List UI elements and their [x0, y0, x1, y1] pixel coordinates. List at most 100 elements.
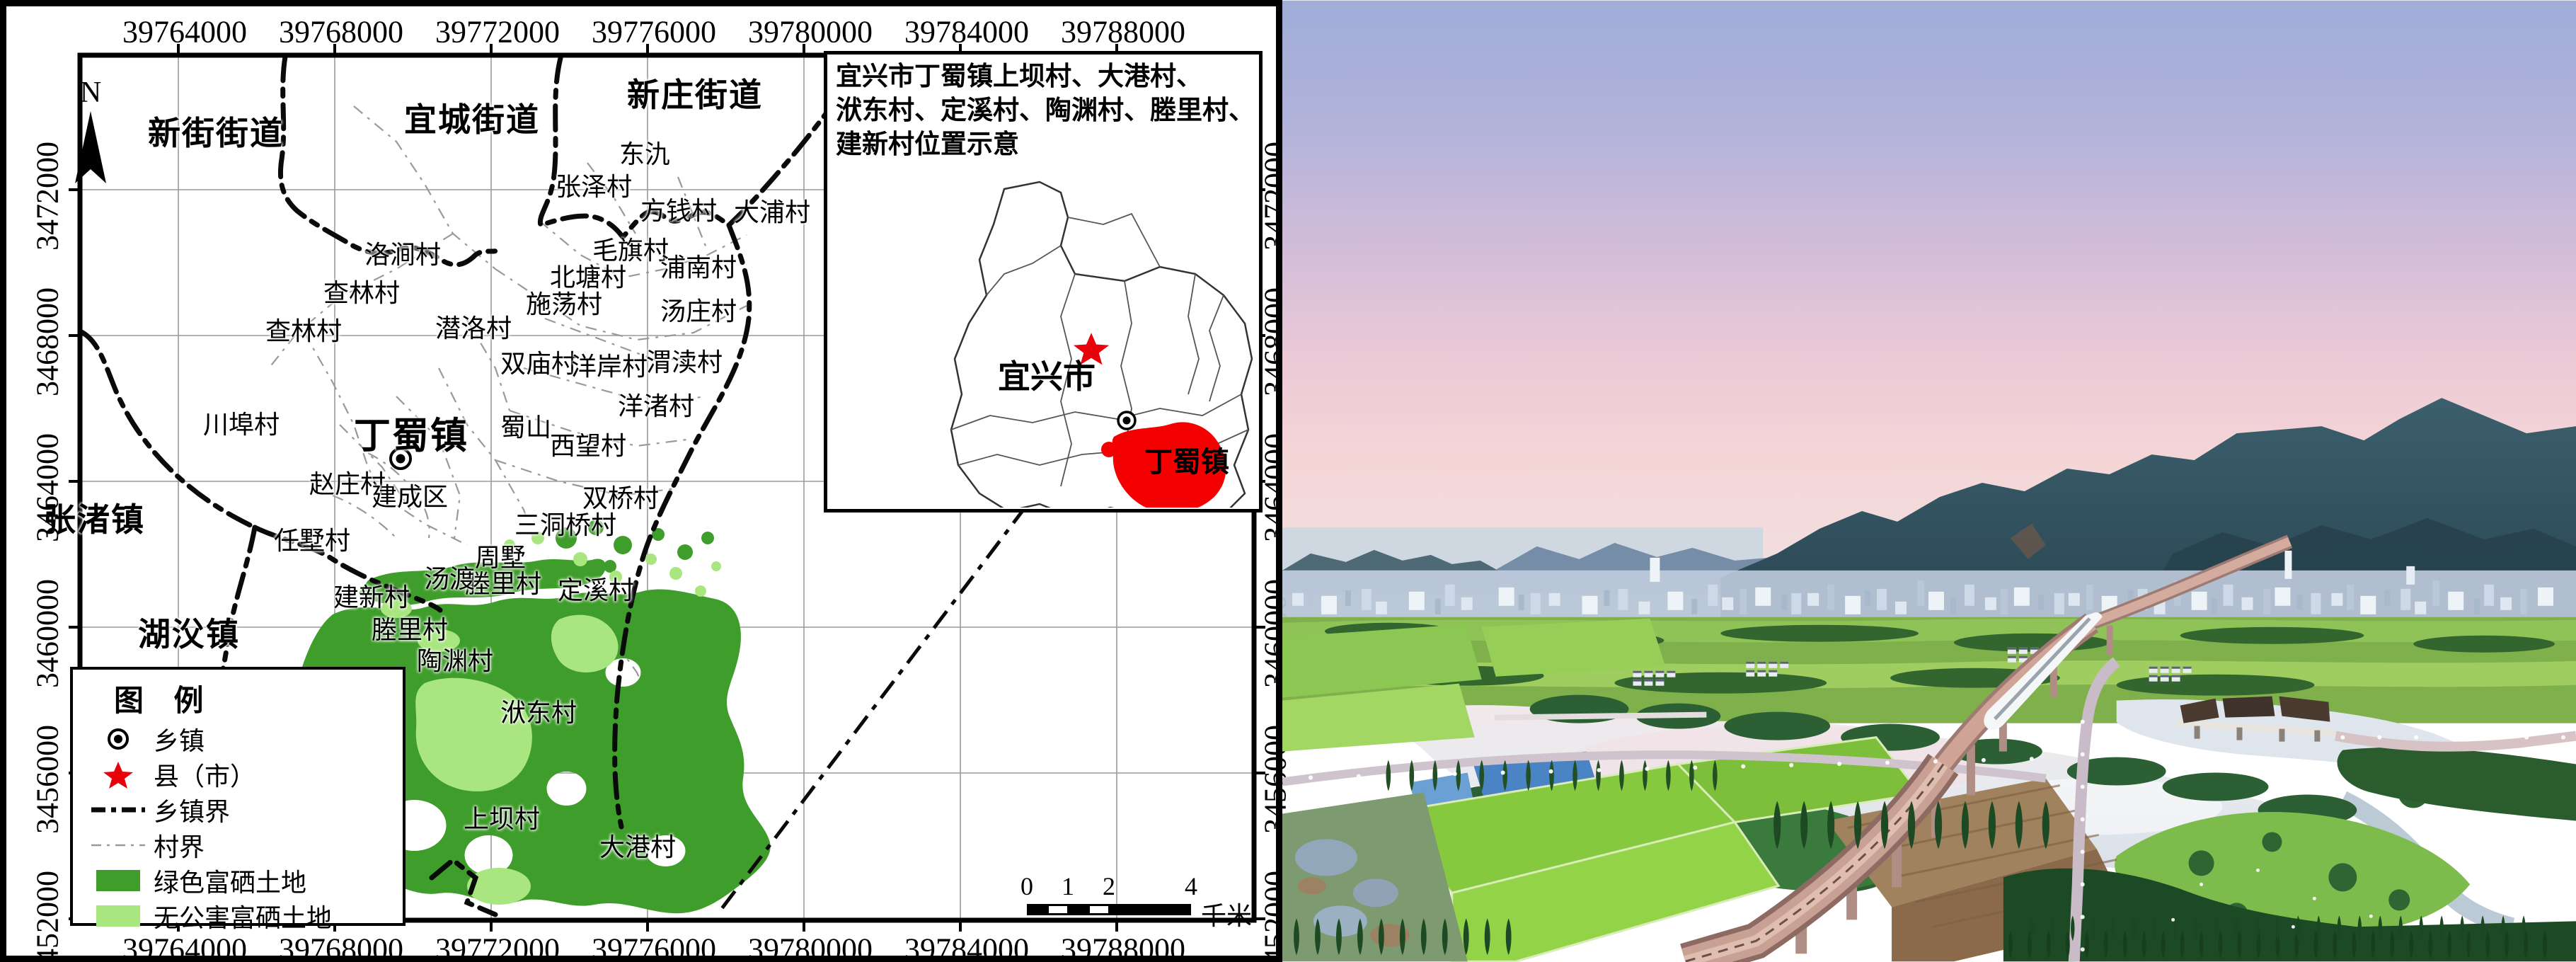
train [1984, 612, 2103, 730]
town-boundary-icon [83, 803, 154, 817]
green-rich-icon [83, 869, 154, 893]
north-label: N [79, 76, 102, 109]
town-label: 新街街道 [148, 115, 284, 151]
village-label: 赵庄村 [309, 470, 386, 498]
inset-city-label: 宜兴市 [998, 359, 1096, 395]
town-seat-marker [389, 447, 412, 470]
vertical-road [2068, 657, 2120, 962]
village-label: 方钱村 [640, 197, 718, 225]
legend-item-label: 乡镇 [154, 727, 205, 755]
village-label: 潜洛村 [435, 314, 512, 343]
street-lights [1308, 719, 2566, 952]
paddy-2 [1481, 618, 1666, 677]
village-label: 三洞桥村 [514, 511, 617, 539]
town-label: 张渚镇 [43, 502, 145, 538]
small-bridge [1494, 711, 1707, 721]
inset-highlight-lobe [1101, 442, 1117, 457]
town-label: 新庄街道 [627, 77, 763, 113]
inset-map: 宜兴市丁蜀镇上坝村、大港村、 洑东村、定溪村、陶渊村、塍里村、 建新村位置示意 [824, 51, 1263, 513]
axis-tick-label: 3452000 [30, 871, 65, 962]
map-panel: N 新街街道 宜城街道 新庄街道 张渚镇 湖㳇镇 丁蜀镇 东氿 张泽村 方钱村 大浦村 毛旗村 浦南村… [0, 0, 1293, 962]
inset-title-line: 宜兴市丁蜀镇上坝村、大港村、 [836, 62, 1202, 91]
axis-tick-label: 39784000 [904, 932, 1029, 962]
scale-bar-icon [1027, 904, 1191, 915]
village-label: 任墅村 [273, 527, 351, 555]
village-label: 建新村 [333, 583, 410, 612]
village-label: 蜀山 [500, 413, 552, 442]
village-label: 塍里村 [464, 570, 542, 598]
legend-title: 图 例 [114, 685, 215, 718]
legend-item-label: 村界 [154, 833, 205, 861]
village-label: 渭渎村 [645, 348, 723, 377]
village-boundary-icon [83, 838, 154, 852]
scale-bar-unit: 千米 [1201, 902, 1253, 930]
village-label: 浦南村 [660, 253, 737, 282]
inset-canvas [950, 181, 1253, 508]
village-label: 洋岸村 [570, 353, 648, 381]
photo-canvas [1282, 0, 2576, 962]
axis-tick-label: 39768000 [279, 14, 403, 50]
axis-tick-label: 39764000 [122, 14, 247, 50]
railway-viaduct [1680, 534, 2293, 962]
legend-item-label: 绿色富硒土地 [154, 869, 307, 897]
legend-item-village-boundary: 村界 [73, 828, 403, 863]
aerial-photo [1282, 0, 2576, 962]
field-band [1282, 619, 2576, 643]
far-ridge [1494, 542, 1795, 571]
north-arrow: N [66, 76, 115, 191]
axis-tick-label: 39788000 [1061, 14, 1185, 50]
village-label: 双桥村 [582, 484, 660, 513]
village-label: 定溪村 [557, 576, 635, 605]
pollution-free-icon [83, 904, 154, 928]
town-label: 丁蜀镇 [353, 416, 469, 457]
inset-title-line: 洑东村、定溪村、陶渊村、塍里村、 [836, 96, 1255, 126]
town-icon [83, 725, 154, 753]
town-label: 宜城街道 [404, 102, 540, 138]
village-label: 张泽村 [555, 173, 633, 201]
forest-right [2337, 747, 2576, 821]
village-label: 西望村 [549, 432, 627, 460]
axis-tick-label: 39776000 [592, 14, 716, 50]
town-label: 湖㳇镇 [138, 617, 240, 653]
axis-tick-label: 39788000 [1061, 932, 1185, 962]
far-hills-left [1282, 549, 1498, 571]
scale-bar-number: 0 [1020, 872, 1033, 900]
axis-tick-label: 39772000 [435, 932, 560, 962]
village-label: 川埠村 [202, 411, 280, 439]
axis-tick-label: 39784000 [904, 14, 1029, 50]
village-label: 洋渚村 [617, 392, 695, 420]
scale-bar-number: 2 [1103, 872, 1115, 900]
village-label: 洛涧村 [364, 241, 442, 269]
axis-tick-label: 3460000 [30, 579, 65, 688]
paddy-1 [1282, 624, 1482, 698]
village-label: 周墅 [474, 544, 527, 572]
village-label: 塍里村 [371, 616, 449, 644]
covered-bridge [2176, 696, 2336, 742]
inset-county-star [1073, 333, 1110, 365]
axis-tick-label: 3472000 [30, 142, 65, 251]
village-label: 东氿 [619, 140, 671, 168]
axis-tick-label: 39764000 [122, 932, 247, 962]
inset-leader-line [717, 505, 1028, 915]
legend-item-label: 县（市） [154, 762, 256, 791]
legend: 图 例 乡镇 县（市） 乡镇界 村界 绿色富硒土地 无公害富硒土地 [70, 667, 406, 932]
map-canvas [69, 44, 1265, 932]
village-label: 汤渡 [423, 565, 476, 593]
village-label: 北塘村 [549, 263, 627, 292]
axis-tick-label: 3464000 [30, 433, 65, 542]
inset-town-label: 丁蜀镇 [1144, 446, 1229, 478]
village-label: 汤庄村 [660, 297, 737, 326]
inset-internal-borders [950, 212, 1249, 487]
built-area-label: 建成区 [371, 483, 449, 511]
causeway-road [2335, 731, 2576, 752]
north-arrow-icon [75, 111, 106, 183]
village-label: 大港村 [599, 833, 677, 861]
inset-town-symbol [1117, 411, 1137, 430]
village-label: 双庙村 [500, 350, 577, 378]
axis-tick-label: 3456000 [30, 725, 65, 834]
axis-tick-label: 39768000 [279, 932, 403, 962]
axis-tick-label: 39780000 [748, 932, 873, 962]
hill-scar [2010, 523, 2046, 559]
village-label: 洑东村 [500, 699, 577, 727]
